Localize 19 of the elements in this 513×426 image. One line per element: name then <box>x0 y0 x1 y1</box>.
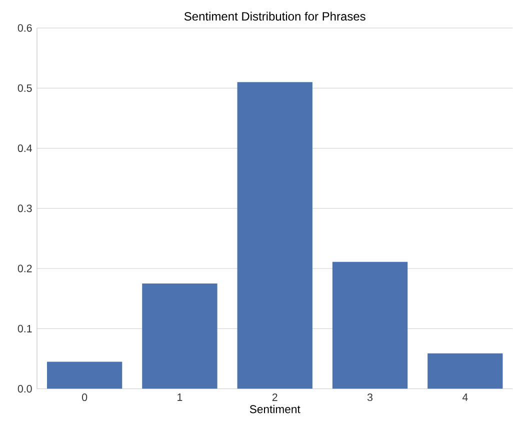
x-tick-label: 4 <box>462 394 468 401</box>
y-tick-label: 0.5 <box>18 84 32 92</box>
x-tick-label: 3 <box>367 394 372 402</box>
y-tick-label: 0.3 <box>18 204 32 212</box>
y-tick-label: 0.0 <box>18 385 32 393</box>
x-tick-label: 0 <box>82 394 88 402</box>
y-tick-label: 0.4 <box>18 144 32 152</box>
bar <box>332 262 408 389</box>
y-tick-label: 0.2 <box>18 264 32 272</box>
y-tick-label: 0.6 <box>18 24 32 32</box>
bar <box>428 353 503 389</box>
x-tick-label: 2 <box>272 394 278 402</box>
x-tick-label: 1 <box>178 394 182 401</box>
y-tick-label: 0.1 <box>18 325 32 333</box>
bar <box>237 82 312 389</box>
x-axis-title: Sentiment <box>250 404 300 414</box>
bar <box>142 284 218 389</box>
chart-title: Sentiment Distribution for Phrases <box>184 12 366 21</box>
bar <box>46 362 122 389</box>
